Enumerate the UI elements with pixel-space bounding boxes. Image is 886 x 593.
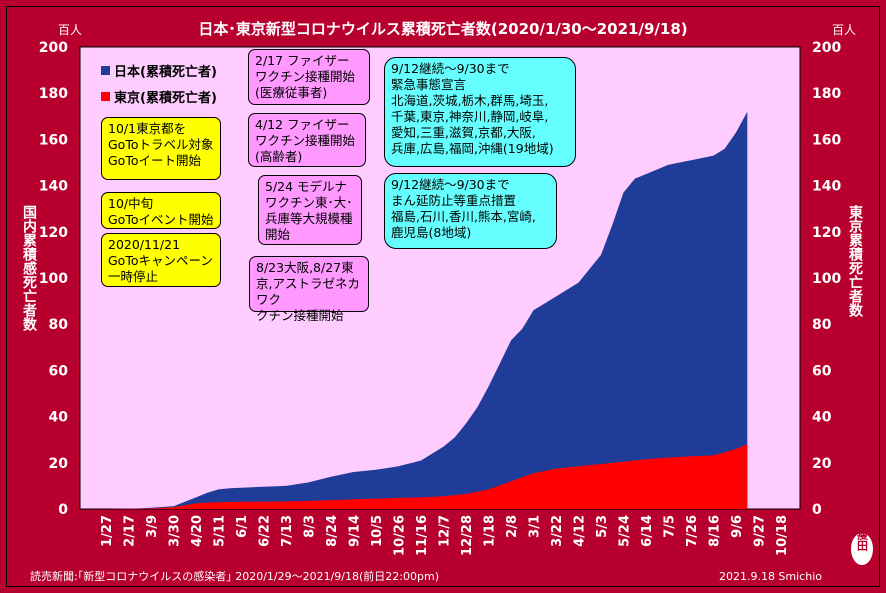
y-tick-label-left: 40 xyxy=(49,410,69,426)
x-tick-label: 12/28 xyxy=(460,515,475,556)
y-tick-label-right: 60 xyxy=(812,363,832,379)
x-tick-label: 4/12 xyxy=(573,515,588,547)
left-unit-label: 百人 xyxy=(58,23,82,37)
y-tick-label-left: 200 xyxy=(39,40,68,56)
y-tick-label-right: 140 xyxy=(812,179,841,195)
y-tick-label-right: 40 xyxy=(812,410,832,426)
axes-group: 0 0 20 20 40 40 60 60 80 80 100 100 120 120 140 140 160 1… xyxy=(39,40,842,556)
area-series-japan xyxy=(106,111,748,509)
y-tick-label-left: 60 xyxy=(49,363,69,379)
legend: 日本(累積死亡者) 東京(累積死亡者) xyxy=(101,64,217,106)
x-tick-label: 9/27 xyxy=(753,515,768,547)
y-tick-label-left: 20 xyxy=(49,456,69,472)
x-tick-label: 7/26 xyxy=(685,515,700,547)
left-axis-title: 国内累積感死亡者数 xyxy=(21,205,37,331)
x-tick-label: 9/14 xyxy=(348,515,363,547)
x-tick-label: 5/3 xyxy=(595,515,610,538)
right-axis-title: 東京累積死亡者数 xyxy=(847,205,863,317)
y-tick-label-left: 0 xyxy=(58,502,68,518)
x-tick-label: 2/17 xyxy=(123,515,138,547)
y-tick-label-left: 120 xyxy=(39,225,68,241)
credit-note: 2021.9.18 Smichio xyxy=(719,570,822,583)
source-note: 読売新聞:｢新型コロナウイルスの感染者｣ 2020/1/29～2021/9/18… xyxy=(30,569,439,583)
x-tick-label: 1/27 xyxy=(100,515,115,547)
y-tick-label-left: 100 xyxy=(39,271,68,287)
x-tick-label: 4/20 xyxy=(190,515,205,547)
area-series-tokyo xyxy=(106,444,748,509)
annotation-emergency-declaration: 9/12継続～9/30まで 緊急事態宣言 北海道,茨城,栃木,群馬,埼玉, 千葉… xyxy=(384,57,576,167)
x-tick-label: 6/14 xyxy=(640,515,655,547)
x-tick-label: 6/1 xyxy=(235,515,250,538)
legend-label-tokyo: 東京(累積死亡者) xyxy=(114,90,217,106)
y-tick-label-right: 100 xyxy=(812,271,841,287)
stamp-text: 痩田 xyxy=(856,528,869,552)
x-tick-label: 8/16 xyxy=(708,515,723,547)
annotation-goto-stop: 2020/11/21 GoToキャンペーン 一時停止 xyxy=(101,233,221,287)
x-tick-label: 3/30 xyxy=(168,515,183,547)
y-tick-label-right: 20 xyxy=(812,456,832,472)
y-tick-label-right: 200 xyxy=(812,40,841,56)
x-tick-label: 11/16 xyxy=(415,515,430,556)
y-tick-label-right: 80 xyxy=(812,317,832,333)
y-tick-label-left: 140 xyxy=(39,179,68,195)
annotation-astrazeneca: 8/23大阪,8/27東 京,アストラゼネカワク クチン接種開始 xyxy=(249,256,369,323)
y-tick-label-right: 120 xyxy=(812,225,841,241)
legend-label-japan: 日本(累積死亡者) xyxy=(114,64,217,80)
y-tick-label-right: 180 xyxy=(812,86,841,102)
x-tick-label: 8/24 xyxy=(325,515,340,547)
legend-swatch-japan xyxy=(101,66,110,75)
annotation-goto-travel: 10/1東京都を GoToトラベル対象 GoToイート開始 xyxy=(101,117,221,180)
y-tick-label-left: 80 xyxy=(49,317,69,333)
stamp: 痩田 xyxy=(849,528,875,567)
x-tick-label: 10/26 xyxy=(393,515,408,556)
x-tick-label: 10/18 xyxy=(775,515,790,556)
x-tick-label: 2/8 xyxy=(505,515,520,538)
y-tick-label-right: 160 xyxy=(812,132,841,148)
x-tick-label: 8/3 xyxy=(303,515,318,538)
x-tick-label: 6/22 xyxy=(258,515,273,547)
x-tick-label: 3/1 xyxy=(528,515,543,538)
y-tick-label-right: 0 xyxy=(812,502,822,518)
annotation-moderna: 5/24 モデルナ ワクチン東･大･ 兵庫等大規模種 開始 xyxy=(258,175,362,245)
y-tick-label-left: 160 xyxy=(39,132,68,148)
x-tick-label: 7/5 xyxy=(663,515,678,538)
x-tick-label: 1/18 xyxy=(483,515,498,547)
annotation-goto-event: 10/中旬 GoToイベント開始 xyxy=(101,192,221,229)
x-tick-label: 10/5 xyxy=(370,515,385,547)
y-tick-label-left: 180 xyxy=(39,86,68,102)
x-tick-label: 3/22 xyxy=(550,515,565,547)
annotation-priority-measures: 9/12継続～9/30まで まん延防止等重点措置 福島,石川,香川,熊本,宮崎,… xyxy=(384,173,557,249)
x-tick-label: 12/7 xyxy=(438,515,453,547)
stamp-ellipse xyxy=(849,531,875,567)
x-tick-label: 5/11 xyxy=(213,515,228,547)
annotation-pfizer-medical: 2/17 ファイザー ワクチン接種開始 (医療従事者) xyxy=(248,49,370,105)
x-tick-label: 9/6 xyxy=(730,515,745,538)
area-series-group xyxy=(106,111,748,509)
chart-title: 日本･東京新型コロナウイルス累積死亡者数(2020/1/30～2021/9/18… xyxy=(198,20,687,38)
x-tick-label: 7/13 xyxy=(280,515,295,547)
x-tick-label: 3/9 xyxy=(145,515,160,538)
x-tick-label: 5/24 xyxy=(618,515,633,547)
legend-swatch-tokyo xyxy=(101,92,110,101)
right-unit-label: 百人 xyxy=(832,23,856,37)
annotation-pfizer-elderly: 4/12 ファイザー ワクチン接種開始 (高齢者) xyxy=(248,113,366,167)
